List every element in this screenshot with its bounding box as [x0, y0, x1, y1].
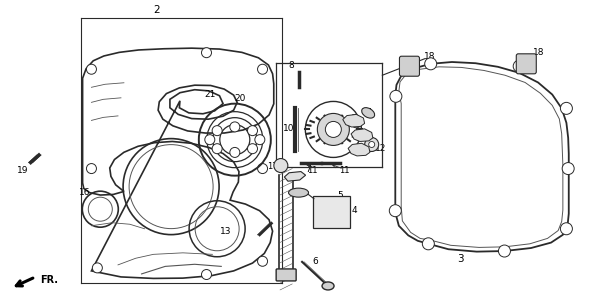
Text: 13: 13: [221, 227, 232, 236]
Circle shape: [560, 223, 572, 235]
Text: 5: 5: [337, 191, 343, 200]
Circle shape: [317, 113, 349, 145]
FancyBboxPatch shape: [516, 54, 536, 74]
Circle shape: [87, 64, 96, 74]
Polygon shape: [351, 129, 373, 141]
Text: 18: 18: [424, 52, 435, 61]
Circle shape: [325, 121, 342, 138]
Text: 11: 11: [307, 166, 318, 175]
Text: 19: 19: [17, 166, 28, 175]
Text: 2: 2: [153, 5, 160, 15]
Circle shape: [499, 245, 510, 257]
Text: 15: 15: [341, 120, 352, 129]
Circle shape: [365, 138, 379, 151]
Text: 9: 9: [358, 129, 363, 138]
Polygon shape: [284, 172, 306, 181]
Text: 4: 4: [352, 206, 358, 215]
Circle shape: [212, 126, 222, 136]
Circle shape: [258, 256, 267, 266]
Circle shape: [274, 159, 288, 172]
Text: 14: 14: [362, 108, 373, 117]
Text: 21: 21: [204, 90, 216, 99]
Circle shape: [230, 122, 240, 132]
Circle shape: [560, 102, 572, 114]
Circle shape: [562, 163, 574, 175]
Circle shape: [422, 238, 434, 250]
Circle shape: [205, 135, 215, 145]
Text: 9: 9: [350, 114, 356, 123]
FancyBboxPatch shape: [399, 56, 419, 76]
Circle shape: [513, 60, 525, 72]
FancyBboxPatch shape: [313, 196, 350, 228]
Text: 6: 6: [312, 257, 318, 266]
FancyBboxPatch shape: [276, 269, 296, 281]
Circle shape: [87, 163, 96, 174]
Text: FR.: FR.: [40, 275, 58, 285]
Circle shape: [93, 263, 102, 273]
Text: 16: 16: [78, 188, 90, 197]
Circle shape: [258, 64, 267, 74]
Text: 11: 11: [339, 166, 349, 175]
Ellipse shape: [322, 282, 334, 290]
Text: 17: 17: [267, 162, 277, 171]
Circle shape: [352, 118, 361, 128]
Text: 10: 10: [283, 124, 294, 133]
Polygon shape: [343, 114, 365, 127]
Ellipse shape: [362, 108, 375, 118]
Circle shape: [389, 205, 401, 217]
Circle shape: [258, 163, 267, 174]
Circle shape: [369, 141, 375, 147]
Circle shape: [248, 126, 257, 136]
Text: 20: 20: [234, 94, 246, 103]
Text: 8: 8: [288, 61, 294, 70]
Text: 7: 7: [306, 165, 312, 174]
Text: 12: 12: [375, 144, 386, 153]
Circle shape: [230, 147, 240, 157]
Polygon shape: [348, 143, 370, 156]
Circle shape: [212, 144, 222, 154]
Circle shape: [202, 48, 211, 58]
Circle shape: [425, 58, 437, 70]
Circle shape: [248, 144, 257, 154]
Text: 3: 3: [457, 254, 463, 265]
Ellipse shape: [289, 188, 309, 197]
Text: 18: 18: [533, 48, 545, 57]
Circle shape: [390, 90, 402, 102]
Circle shape: [202, 269, 211, 280]
Text: 9: 9: [362, 148, 368, 157]
Circle shape: [255, 135, 265, 145]
